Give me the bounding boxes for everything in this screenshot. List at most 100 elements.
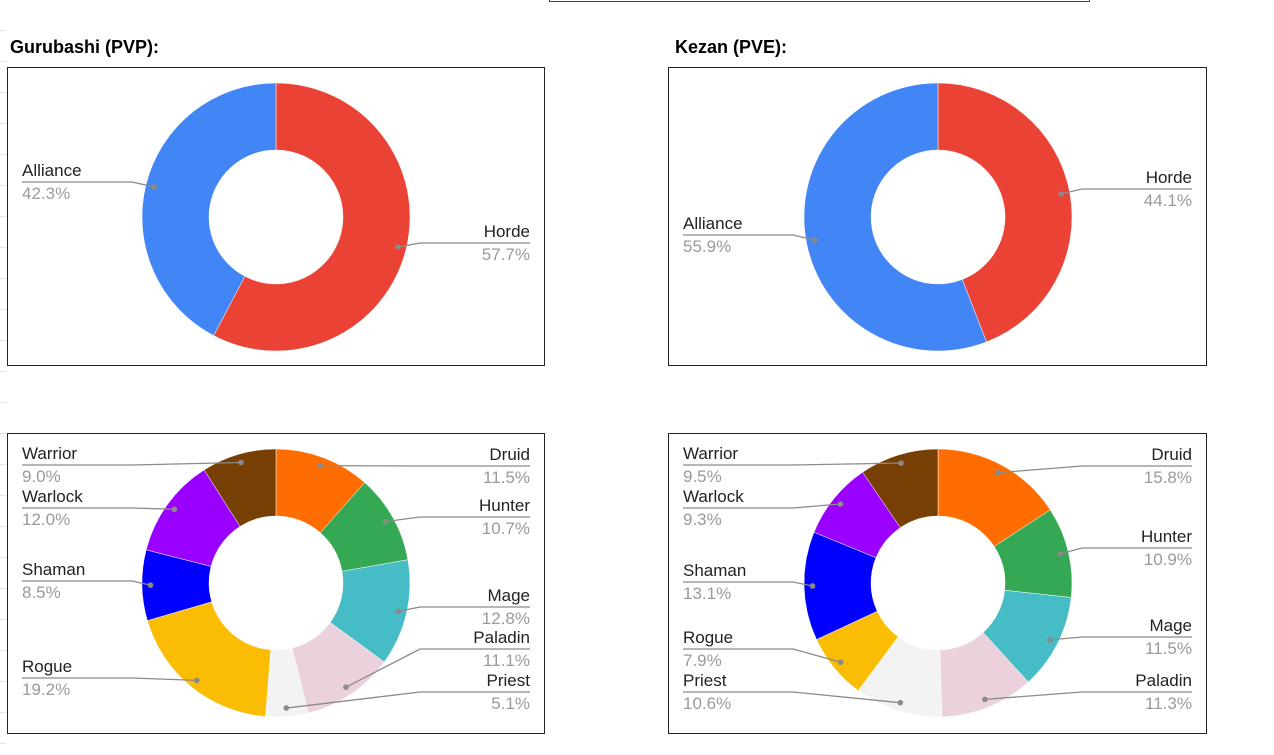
slice-label-mage: Mage bbox=[487, 586, 530, 605]
slice-label-paladin: Paladin bbox=[473, 628, 530, 647]
slice-percent-warrior: 9.0% bbox=[22, 467, 61, 486]
slice-percent-shaman: 8.5% bbox=[22, 583, 61, 602]
slice-label-hunter: Hunter bbox=[479, 496, 530, 515]
slice-percent-alliance: 42.3% bbox=[22, 184, 70, 203]
slice-warrior[interactable] bbox=[862, 448, 939, 528]
slice-percent-druid: 15.8% bbox=[1144, 468, 1192, 487]
leader-line-priest bbox=[683, 691, 901, 704]
slice-percent-horde: 44.1% bbox=[1144, 191, 1192, 210]
leader-dot-hunter bbox=[1057, 551, 1063, 557]
leader-dot-mage bbox=[395, 608, 402, 615]
slice-percent-rogue: 7.9% bbox=[683, 651, 722, 670]
leader-line-hunter bbox=[1059, 547, 1192, 555]
leader-dot-horde bbox=[395, 244, 401, 250]
slice-percent-paladin: 11.3% bbox=[1145, 694, 1192, 713]
leader-dot-mage bbox=[1047, 637, 1053, 643]
slice-label-shaman: Shaman bbox=[22, 560, 85, 579]
gurubashi-class-chart[interactable]: Druid 11.5% Hunter 10.7% Mage 12.8% Paladin 11.… bbox=[7, 433, 545, 734]
right-section-title: Kezan (PVE): bbox=[675, 37, 788, 57]
slice-warrior[interactable] bbox=[203, 448, 277, 527]
slice-percent-mage: 11.5% bbox=[1145, 639, 1192, 658]
slice-percent-priest: 5.1% bbox=[491, 694, 530, 713]
leader-line-rogue bbox=[22, 677, 197, 682]
slice-percent-warrior: 9.5% bbox=[683, 467, 722, 486]
gurubashi-faction-chart[interactable]: Horde 57.7% Alliance 42.3% bbox=[7, 67, 545, 366]
slice-label-druid: Druid bbox=[489, 445, 530, 464]
slice-label-rogue: Rogue bbox=[683, 628, 733, 647]
leader-dot-alliance bbox=[151, 184, 157, 190]
leader-line-shaman bbox=[683, 581, 813, 587]
leader-dot-shaman bbox=[809, 583, 816, 589]
left-section-title: Gurubashi (PVP): bbox=[10, 37, 160, 57]
leader-dot-horde bbox=[1058, 191, 1065, 197]
slice-label-warrior: Warrior bbox=[22, 444, 77, 463]
slice-label-priest: Priest bbox=[487, 671, 531, 690]
slice-percent-warlock: 12.0% bbox=[22, 510, 70, 529]
slice-label-shaman: Shaman bbox=[683, 561, 746, 580]
slice-label-warlock: Warlock bbox=[683, 487, 744, 506]
slice-alliance[interactable] bbox=[141, 82, 277, 336]
slice-label-horde: Horde bbox=[1146, 168, 1192, 187]
slice-percent-horde: 57.7% bbox=[482, 245, 530, 264]
slice-horde[interactable] bbox=[937, 82, 1073, 343]
leader-line-warrior bbox=[683, 462, 902, 466]
chart-svg: Druid 15.8% Hunter 10.9% Mage 11.5% Paladin 11.… bbox=[683, 444, 1192, 718]
slice-percent-hunter: 10.7% bbox=[482, 519, 530, 538]
leader-dot-shaman bbox=[147, 582, 154, 588]
slice-label-warrior: Warrior bbox=[683, 444, 738, 463]
leader-dot-druid bbox=[317, 462, 324, 469]
selected-cell-border bbox=[549, 0, 1090, 2]
leader-dot-warlock bbox=[837, 501, 844, 507]
leader-line-rogue bbox=[683, 648, 841, 663]
slice-percent-priest: 10.6% bbox=[683, 694, 731, 713]
slice-label-hunter: Hunter bbox=[1141, 527, 1192, 546]
slice-rogue[interactable] bbox=[147, 601, 272, 717]
leader-dot-warlock bbox=[171, 506, 178, 513]
slice-percent-shaman: 13.1% bbox=[683, 584, 731, 603]
leader-line-warlock bbox=[22, 507, 175, 510]
kezan-class-chart[interactable]: Druid 15.8% Hunter 10.9% Mage 11.5% Paladin 11.… bbox=[668, 433, 1207, 734]
leader-line-mage bbox=[398, 606, 530, 613]
slice-percent-paladin: 11.1% bbox=[483, 651, 530, 670]
leader-dot-priest bbox=[283, 705, 290, 711]
slice-label-rogue: Rogue bbox=[22, 657, 72, 676]
slice-percent-druid: 11.5% bbox=[483, 468, 530, 487]
leader-dot-priest bbox=[897, 699, 904, 706]
leader-line-horde bbox=[397, 242, 530, 248]
leader-line-mage bbox=[1049, 636, 1192, 641]
leader-dot-paladin bbox=[982, 696, 988, 703]
slice-label-warlock: Warlock bbox=[22, 487, 83, 506]
slice-label-horde: Horde bbox=[484, 222, 530, 241]
leader-line-priest bbox=[286, 691, 530, 709]
leader-dot-warrior bbox=[238, 459, 244, 466]
leader-line-druid bbox=[997, 465, 1192, 474]
slice-percent-rogue: 19.2% bbox=[22, 680, 70, 699]
leader-line-horde bbox=[1061, 188, 1192, 195]
slice-label-alliance: Alliance bbox=[683, 214, 743, 233]
leader-line-paladin bbox=[345, 648, 530, 688]
leader-line-alliance bbox=[22, 181, 155, 188]
chart-svg: Horde 57.7% Alliance 42.3% bbox=[22, 82, 530, 352]
slice-alliance[interactable] bbox=[803, 82, 987, 352]
slice-label-paladin: Paladin bbox=[1135, 671, 1192, 690]
leader-line-alliance bbox=[683, 234, 815, 241]
slice-horde[interactable] bbox=[213, 82, 411, 352]
kezan-faction-chart[interactable]: Horde 44.1% Alliance 55.9% bbox=[668, 67, 1207, 366]
leader-dot-alliance bbox=[811, 237, 818, 243]
slice-percent-alliance: 55.9% bbox=[683, 237, 731, 256]
leader-line-shaman bbox=[22, 580, 151, 586]
leader-dot-hunter bbox=[382, 518, 389, 525]
slice-label-mage: Mage bbox=[1149, 616, 1192, 635]
slice-label-priest: Priest bbox=[683, 671, 727, 690]
leader-dot-rogue bbox=[194, 677, 200, 684]
leader-line-hunter bbox=[385, 516, 530, 523]
leader-dot-warrior bbox=[898, 460, 904, 466]
slice-percent-hunter: 10.9% bbox=[1144, 550, 1192, 569]
leader-line-warrior bbox=[22, 461, 241, 466]
chart-svg: Druid 11.5% Hunter 10.7% Mage 12.8%Paladin 11.… bbox=[22, 444, 531, 718]
leader-dot-paladin bbox=[343, 684, 349, 690]
slice-percent-warlock: 9.3% bbox=[683, 510, 722, 529]
slice-label-druid: Druid bbox=[1151, 445, 1192, 464]
leader-dot-rogue bbox=[837, 659, 844, 666]
slice-percent-mage: 12.8% bbox=[482, 609, 530, 628]
